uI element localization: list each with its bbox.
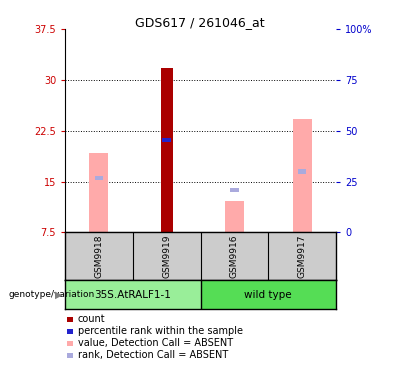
Text: ▶: ▶ — [55, 290, 62, 300]
Bar — [201, 280, 336, 309]
Text: GSM9916: GSM9916 — [230, 235, 239, 278]
Text: GSM9919: GSM9919 — [162, 235, 171, 278]
Text: percentile rank within the sample: percentile rank within the sample — [78, 326, 243, 336]
Text: count: count — [78, 314, 105, 324]
Bar — [298, 169, 307, 173]
Bar — [65, 280, 201, 309]
Bar — [293, 119, 312, 232]
Text: GSM9917: GSM9917 — [298, 235, 307, 278]
Text: genotype/variation: genotype/variation — [8, 290, 95, 299]
Bar — [94, 176, 103, 180]
Text: value, Detection Call = ABSENT: value, Detection Call = ABSENT — [78, 338, 233, 348]
Text: GSM9918: GSM9918 — [94, 235, 103, 278]
Bar — [160, 68, 173, 232]
Text: 35S.AtRALF1-1: 35S.AtRALF1-1 — [94, 290, 171, 300]
Text: wild type: wild type — [244, 290, 292, 300]
Bar — [225, 201, 244, 232]
Bar — [163, 138, 171, 142]
Bar — [230, 188, 239, 193]
Text: GDS617 / 261046_at: GDS617 / 261046_at — [135, 16, 264, 30]
Bar — [89, 153, 108, 232]
Text: rank, Detection Call = ABSENT: rank, Detection Call = ABSENT — [78, 350, 228, 361]
